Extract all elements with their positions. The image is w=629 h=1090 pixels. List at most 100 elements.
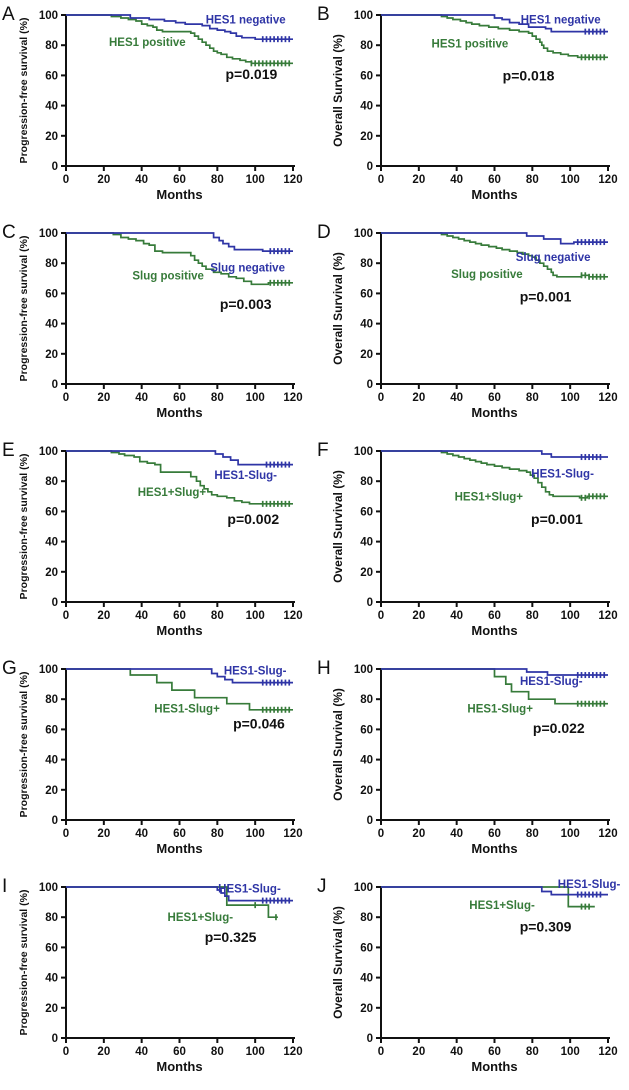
x-tick-label: 40 (450, 1046, 463, 1058)
HES1-Slug--curve (66, 450, 293, 466)
panel-D-plot: D 0 20 40 60 80 100 0 20 40 60 80 100 120 Months Overal… (317, 222, 618, 420)
x-axis-title: Months (156, 187, 202, 202)
x-tick-label: 80 (526, 174, 539, 186)
legend-label-blue: HES1 negative (521, 15, 601, 27)
y-tick-label: 40 (45, 755, 58, 767)
Slug positive-curve (381, 232, 608, 278)
Slug negative-curve (66, 232, 293, 252)
x-tick-label: 40 (135, 610, 148, 622)
axes (376, 668, 610, 825)
HES1-Slug--curve (381, 886, 608, 896)
panel-D: D 0 20 40 60 80 100 0 20 40 60 80 100 120 Months Overal… (315, 218, 629, 436)
panel-letter-B: B (317, 4, 330, 25)
axes (61, 14, 295, 171)
x-tick-label: 100 (561, 610, 580, 622)
y-tick-label: 0 (52, 1033, 58, 1045)
legend-label-green: HES1-Slug+ (467, 703, 533, 715)
x-tick-label: 0 (63, 828, 69, 840)
y-tick-label: 20 (360, 349, 373, 361)
y-axis-title: Overall Survival (%) (331, 906, 345, 1019)
axes (376, 232, 610, 389)
panel-letter-D: D (317, 222, 331, 243)
x-tick-label: 0 (378, 1046, 384, 1058)
legend-label-blue: HES1 negative (206, 15, 286, 27)
panel-A: A 0 20 40 60 80 100 0 20 40 60 80 100 120 Months Progre… (0, 0, 314, 218)
p-value-label: p=0.019 (226, 66, 278, 82)
x-tick-label: 20 (412, 392, 425, 404)
HES1-Slug--curve (381, 668, 608, 676)
x-tick-label: 40 (450, 828, 463, 840)
axes (61, 450, 295, 607)
legend-label-blue: HES1-Slug- (224, 666, 287, 678)
panel-E-plot: E 0 20 40 60 80 100 0 20 40 60 80 100 120 Months Progre… (2, 440, 303, 638)
y-axis-title: Progression-free survival (%) (18, 672, 30, 818)
HES1-Slug--censor-ticks (261, 679, 291, 686)
y-tick-label: 80 (45, 912, 58, 924)
x-tick-label: 120 (598, 610, 617, 622)
p-value-label: p=0.018 (503, 67, 555, 83)
x-axis-title: Months (471, 405, 517, 420)
x-tick-label: 0 (378, 828, 384, 840)
x-tick-label: 80 (526, 392, 539, 404)
y-tick-label: 80 (360, 912, 373, 924)
x-tick-label: 0 (63, 610, 69, 622)
y-tick-label: 80 (360, 476, 373, 488)
HES1+Slug+-censor-ticks (261, 500, 291, 507)
x-tick-label: 100 (561, 392, 580, 404)
legend-label-blue: HES1-Slug- (520, 676, 583, 688)
axes (61, 886, 295, 1043)
panel-letter-G: G (2, 658, 17, 679)
y-tick-label: 60 (360, 724, 373, 736)
y-tick-label: 100 (354, 228, 373, 240)
y-tick-label: 80 (360, 694, 373, 706)
x-tick-label: 60 (488, 828, 501, 840)
x-tick-label: 120 (283, 828, 302, 840)
legend-label-green: Slug positive (132, 270, 204, 282)
x-tick-label: 120 (598, 828, 617, 840)
y-tick-label: 0 (367, 379, 373, 391)
HES1-Slug--censor-ticks (265, 461, 291, 468)
x-tick-label: 0 (378, 610, 384, 622)
y-tick-label: 0 (52, 597, 58, 609)
panel-I-plot: I 0 20 40 60 80 100 0 20 40 60 80 100 120 Months Progre… (2, 876, 303, 1074)
y-tick-label: 40 (360, 537, 373, 549)
panel-letter-J: J (317, 876, 327, 897)
x-tick-label: 60 (488, 174, 501, 186)
HES1+Slug+-censor-ticks (580, 493, 606, 501)
HES1-Slug--censor-ticks (580, 454, 602, 461)
x-tick-label: 0 (63, 392, 69, 404)
y-tick-label: 100 (39, 664, 58, 676)
x-tick-label: 20 (97, 1046, 110, 1058)
x-tick-label: 60 (488, 1046, 501, 1058)
panel-letter-H: H (317, 658, 331, 679)
HES1+Slug+-curve (66, 450, 293, 505)
panel-F-plot: F 0 20 40 60 80 100 0 20 40 60 80 100 120 Months Overal… (317, 440, 618, 638)
p-value-label: p=0.325 (205, 929, 257, 945)
x-tick-label: 80 (211, 1046, 224, 1058)
p-value-label: p=0.309 (520, 918, 572, 934)
y-tick-label: 100 (354, 882, 373, 894)
legend-label-green: HES1+Slug- (469, 900, 535, 912)
x-tick-label: 20 (412, 828, 425, 840)
x-axis-title: Months (156, 841, 202, 856)
y-tick-label: 80 (45, 694, 58, 706)
HES1-Slug--censor-ticks (261, 897, 291, 904)
x-tick-label: 120 (283, 392, 302, 404)
y-tick-label: 80 (360, 40, 373, 52)
panel-B-plot: B 0 20 40 60 80 100 0 20 40 60 80 100 120 Months Overal… (317, 4, 618, 202)
x-tick-label: 80 (211, 392, 224, 404)
Slug positive-censor-ticks (269, 279, 291, 286)
Slug positive-curve (66, 232, 293, 286)
x-tick-label: 120 (598, 174, 617, 186)
p-value-label: p=0.001 (520, 288, 572, 304)
y-tick-label: 100 (39, 882, 58, 894)
Slug negative-curve (381, 232, 608, 245)
y-tick-label: 100 (354, 10, 373, 22)
x-axis-title: Months (471, 623, 517, 638)
y-tick-label: 40 (45, 537, 58, 549)
legend-label-green: HES1-Slug+ (154, 703, 220, 715)
x-tick-label: 40 (450, 174, 463, 186)
y-tick-label: 0 (367, 1033, 373, 1045)
panel-B: B 0 20 40 60 80 100 0 20 40 60 80 100 120 Months Overal… (315, 0, 629, 218)
